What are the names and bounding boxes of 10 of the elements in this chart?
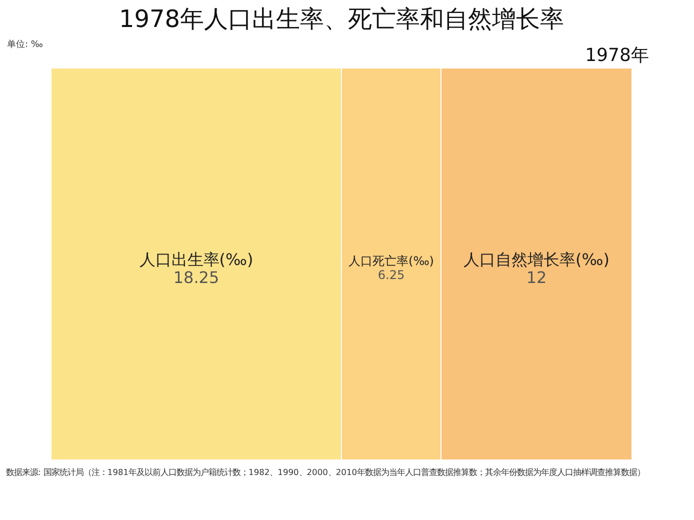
data-label: 18.25 [173, 268, 220, 287]
category-label: 人口自然增长率(‰) [464, 250, 610, 269]
category-label: 人口出生率(‰) [139, 250, 254, 269]
category-label: 人口死亡率(‰) [348, 254, 434, 268]
text: 单位: ‰ [7, 39, 43, 50]
text: 1978年 [585, 45, 649, 66]
data-label: 6.25 [378, 268, 405, 282]
data-label: 12 [526, 268, 547, 287]
text: 1978年人口出生率、死亡率和自然增长率 [118, 5, 564, 33]
source-note: 数据来源: 国家统计局（注：1981年及以前人口数据为户籍统计数；1982、1990、2000、2010年数据为当年人口普查数据推算数；其余年份数据为年度人口抽样调查推算数据） [6, 467, 646, 477]
